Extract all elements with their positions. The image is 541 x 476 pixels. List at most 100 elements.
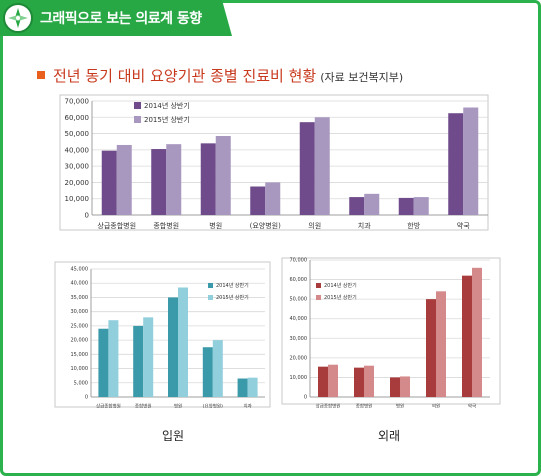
chart-1-ytick-label: 40,000 <box>71 281 89 287</box>
chart-0-ytick-label: 50,000 <box>65 130 90 138</box>
chart-0-ytick-label: 20,000 <box>65 179 90 187</box>
header-title: 그래픽으로 보는 의료계 동향 <box>40 11 202 27</box>
heading-title: 전년 동기 대비 요양기관 종별 진료비 현황 <box>53 67 317 85</box>
chart-1-category-label: (요양병원) <box>203 403 223 410</box>
chart-0-category-label: 상급종합병원 <box>97 221 136 230</box>
chart-1-bar <box>133 325 144 397</box>
chart-0-bar <box>151 149 167 215</box>
chart-2-bar <box>426 299 436 397</box>
chart-1-legend-swatch <box>208 295 213 300</box>
chart-0-category-label: 한방 <box>407 221 420 230</box>
chart-2-bar <box>390 377 400 397</box>
chart-0-ytick-label: 10,000 <box>65 195 90 203</box>
chart-1-ytick-label: 30,000 <box>71 309 89 315</box>
chart-0-ytick-label: 0 <box>85 212 89 220</box>
chart-0-bar <box>200 143 216 215</box>
chart-1-ytick-label: 45,000 <box>71 267 89 273</box>
chart-1-legend-swatch <box>208 283 213 288</box>
chart-2-ytick-label: 0 <box>304 395 307 401</box>
chart-1-ytick-label: 5,000 <box>74 380 88 386</box>
chart-2-bar <box>364 365 374 397</box>
chart-1-bar <box>108 320 119 397</box>
chart-2-bar <box>436 291 446 397</box>
chart-2-legend-label: 2015년 상반기 <box>324 294 357 301</box>
compass-icon <box>3 3 33 33</box>
caption-inpatient: 입원 <box>162 429 185 443</box>
chart-2-category-label: 상급종합병원 <box>316 403 341 410</box>
page-title: 전년 동기 대비 요양기관 종별 진료비 현황 (자료 보건복지부) <box>37 65 403 86</box>
chart-2-category-label: 약국 <box>468 403 476 410</box>
chart-1-category-label: 병원 <box>174 403 182 410</box>
chart-2-ytick-label: 30,000 <box>290 336 308 342</box>
chart-0-legend-swatch <box>134 102 141 109</box>
chart-2-ytick-label: 20,000 <box>290 355 308 361</box>
chart-0-category-label: 치과 <box>358 221 371 230</box>
chart-1-bar <box>168 297 178 397</box>
chart-0-ytick-label: 30,000 <box>65 163 90 171</box>
chart-0-bar <box>116 144 132 215</box>
chart-1-bar <box>247 377 258 397</box>
chart-2-category-label: 병원 <box>396 403 404 410</box>
chart-0-bar <box>215 136 231 215</box>
chart-2-ytick-label: 70,000 <box>290 258 308 264</box>
chart-2-bar <box>472 267 482 397</box>
caption-outpatient: 외래 <box>378 429 401 443</box>
chart-0-bar <box>299 122 315 215</box>
chart-2-ytick-label: 60,000 <box>290 277 308 283</box>
chart-0-ytick-label: 60,000 <box>65 114 90 122</box>
chart-2-bar <box>462 275 472 397</box>
chart-0-legend-label: 2015년 상반기 <box>144 115 190 124</box>
chart-0-bar <box>250 186 266 215</box>
chart-0-bar <box>166 144 182 215</box>
header-banner: 그래픽으로 보는 의료계 동향 <box>0 0 232 36</box>
chart-2-category-label: 의원 <box>432 403 440 410</box>
chart-1-bar <box>143 317 154 397</box>
chart-0-category-label: 의원 <box>308 221 321 230</box>
chart-2-legend-label: 2014년 상반기 <box>324 282 357 289</box>
chart-0-bar <box>314 117 330 215</box>
chart-2-ytick-label: 40,000 <box>290 316 308 322</box>
chart-1-ytick-label: 20,000 <box>71 338 89 344</box>
chart-1-bar <box>237 378 248 397</box>
chart-0-category-label: 병원 <box>209 221 222 230</box>
chart-1-ytick-label: 35,000 <box>71 295 89 301</box>
chart-0-ytick-label: 70,000 <box>65 98 90 106</box>
chart-0-bar <box>448 113 464 215</box>
chart-2-ytick-label: 50,000 <box>290 297 308 303</box>
chart-2-bar <box>318 366 328 397</box>
chart-0-bar <box>349 197 365 215</box>
square-bullet-icon <box>37 71 45 79</box>
chart-1-ytick-label: 0 <box>85 395 88 401</box>
chart-0-bar <box>398 197 414 215</box>
chart-1-bar <box>212 340 223 397</box>
chart-0-category-label: 약국 <box>457 221 470 230</box>
chart-0-ytick-label: 40,000 <box>65 146 90 154</box>
chart-2-bar <box>354 367 364 397</box>
chart-0-bar <box>265 182 281 215</box>
chart-1-legend-label: 2014년 상반기 <box>216 282 249 289</box>
chart-1-ytick-label: 15,000 <box>71 352 89 358</box>
chart-2-legend-swatch <box>316 295 321 300</box>
chart-0-bar <box>101 150 117 215</box>
chart-0-legend-swatch <box>134 116 141 123</box>
chart-0-category-label: (요양병원) <box>250 221 281 230</box>
chart-2-bar <box>400 376 410 397</box>
chart-1-ytick-label: 25,000 <box>71 323 89 329</box>
chart-0-bar <box>364 193 380 215</box>
chart-1-bar <box>178 287 188 397</box>
chart-1-category-label: 상급종합병원 <box>96 403 121 410</box>
chart-0-bar <box>413 197 429 215</box>
chart-2-ytick-label: 10,000 <box>290 375 308 381</box>
chart-1-ytick-label: 10,000 <box>71 366 89 372</box>
chart-2-category-label: 종합병원 <box>356 403 373 410</box>
chart-0-bar <box>463 107 479 215</box>
heading-source: (자료 보건복지부) <box>320 71 404 84</box>
chart-2-bar <box>328 364 338 397</box>
chart-1-category-label: 치과 <box>243 403 251 410</box>
chart-0-legend-label: 2014년 상반기 <box>144 101 190 110</box>
chart-2-legend-swatch <box>316 283 321 288</box>
chart-1-bar <box>98 328 109 397</box>
chart-0-category-label: 종합병원 <box>153 221 179 230</box>
